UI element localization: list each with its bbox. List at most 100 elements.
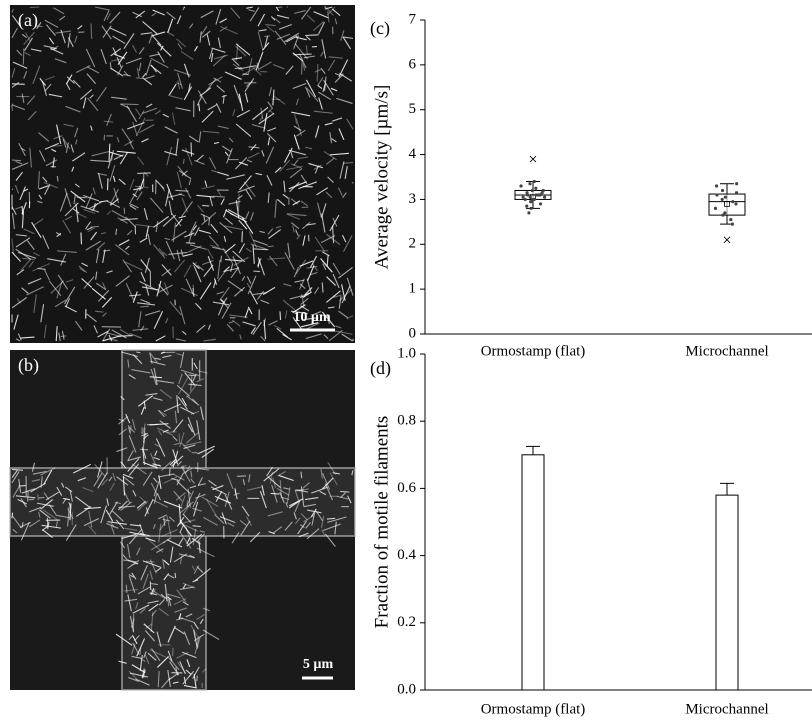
y-tick-label: 0.8 (397, 413, 416, 429)
x-tick-label: Microchannel (685, 701, 768, 717)
filament (126, 585, 127, 593)
panel-label: (c) (370, 18, 390, 39)
data-point (735, 191, 738, 194)
filament (12, 513, 13, 519)
y-tick-label: 7 (409, 11, 417, 27)
filament (327, 518, 335, 519)
data-point (533, 180, 536, 183)
filament (343, 163, 353, 164)
data-point (521, 196, 524, 199)
data-point (724, 196, 727, 199)
bar (716, 495, 738, 690)
data-point (731, 200, 734, 203)
filament (81, 232, 82, 244)
filament (301, 472, 302, 479)
filament (294, 54, 312, 55)
filament (322, 283, 323, 293)
data-point (529, 196, 532, 199)
data-point (543, 196, 546, 199)
filament (91, 226, 99, 227)
data-point (527, 211, 530, 214)
filament (91, 23, 92, 39)
page: {"panels": [{"label": "(a)", "scale_bar"… (0, 0, 812, 719)
filament (277, 7, 282, 8)
data-point (714, 207, 717, 210)
filament (38, 494, 39, 500)
filament (136, 78, 143, 79)
filament (151, 465, 160, 466)
data-point (537, 193, 540, 196)
y-tick-label: 5 (409, 101, 417, 117)
filament (140, 449, 148, 450)
filament (140, 306, 149, 307)
y-tick-label: 0.6 (397, 480, 416, 496)
filament (136, 352, 140, 353)
data-point (530, 200, 533, 203)
data-point (731, 223, 734, 226)
x-tick-label: Microchannel (685, 343, 768, 359)
filament (305, 35, 318, 36)
y-tick-label: 6 (409, 56, 417, 72)
y-tick-label: 1 (409, 281, 417, 297)
filament (30, 7, 39, 8)
filament (175, 573, 176, 578)
data-point (534, 187, 537, 190)
filament (169, 468, 170, 476)
filament (110, 62, 111, 69)
filament (268, 246, 274, 247)
filament (239, 194, 240, 211)
data-point (734, 202, 737, 205)
scale-bar-label: 10 µm (293, 310, 331, 325)
filament (213, 196, 225, 197)
y-tick-label: 4 (409, 146, 417, 162)
filament (271, 493, 280, 494)
data-point (528, 182, 531, 185)
data-point (531, 189, 534, 192)
x-tick-label: Ormostamp (flat) (481, 343, 586, 359)
panel-label: (d) (370, 358, 391, 379)
filament (242, 231, 243, 242)
data-point (721, 198, 724, 201)
filament (146, 561, 155, 562)
y-tick-label: 0.4 (397, 547, 416, 563)
filament (12, 84, 25, 85)
y-tick-label: 0.2 (397, 614, 416, 630)
filament (184, 7, 185, 8)
filament (39, 498, 45, 499)
y-axis-label: Average velocity [µm/s] (371, 85, 392, 270)
filament (23, 48, 24, 64)
data-point (519, 184, 522, 187)
filament (53, 146, 63, 147)
filament (121, 104, 138, 105)
y-tick-label: 2 (409, 236, 417, 252)
panel-label: (b) (18, 355, 39, 376)
panel-label: (a) (18, 10, 38, 31)
data-point (525, 191, 528, 194)
data-point (525, 205, 528, 208)
data-point (715, 184, 718, 187)
outlier (724, 237, 730, 243)
filament (12, 160, 21, 161)
x-tick-label: Ormostamp (flat) (481, 701, 586, 717)
data-point (723, 211, 726, 214)
y-tick-label: 0.0 (397, 681, 416, 697)
data-point (735, 182, 738, 185)
data-point (539, 202, 542, 205)
image-background (10, 5, 355, 343)
filament (340, 491, 349, 492)
filament (57, 176, 58, 181)
y-axis-label: Fraction of motile filaments (371, 416, 392, 629)
box (709, 194, 745, 215)
outlier (530, 156, 536, 162)
figure: (a)10 µm (b)5 µm 01234567Ormostamp (flat… (0, 0, 812, 719)
filament (116, 229, 117, 235)
scale-bar-label: 5 µm (303, 657, 334, 672)
data-point (721, 189, 724, 192)
filament (28, 491, 29, 501)
micrograph-a: (a) 10 µm (10, 5, 355, 343)
bar (522, 455, 544, 690)
data-point (542, 189, 545, 192)
y-tick-label: 1.0 (397, 345, 416, 361)
data-point (530, 207, 533, 210)
filament (186, 243, 195, 244)
